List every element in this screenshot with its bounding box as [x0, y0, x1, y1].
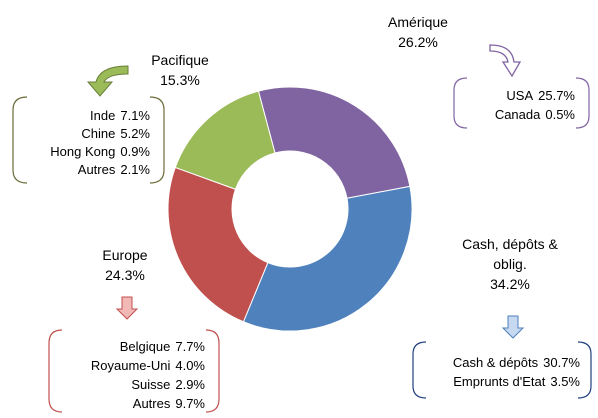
- item-value: 0.9%: [120, 144, 150, 159]
- category-label: Pacifique: [151, 52, 209, 68]
- amerique-arrow: [489, 44, 522, 78]
- cash-arrow: [501, 315, 525, 339]
- item-name: Emprunts d'Etat: [453, 374, 545, 389]
- value-label: 24.3%: [105, 267, 145, 283]
- item-value: 30.7%: [543, 355, 580, 370]
- cash-bracket: [412, 341, 592, 399]
- item-name: Hong Kong: [50, 144, 115, 159]
- value-label: 15.3%: [160, 72, 200, 88]
- segment-label: Cash, dépôts & oblig. 34.2%: [455, 234, 565, 294]
- item-value: 25.7%: [538, 88, 575, 103]
- donut-segment: [167, 166, 269, 323]
- item-name: USA: [506, 88, 533, 103]
- category-label: Europe: [102, 247, 148, 263]
- item-value: 0.5%: [545, 107, 575, 122]
- breakdown-item: Canada 0.5%: [495, 107, 576, 122]
- breakdown-item: Inde 7.1%: [90, 108, 150, 123]
- item-name: Autres: [78, 162, 116, 177]
- item-value: 7.1%: [120, 108, 150, 123]
- item-value: 9.7%: [175, 396, 205, 411]
- value-label: 34.2%: [490, 276, 530, 292]
- item-value: 3.5%: [550, 374, 580, 389]
- category-label: Amérique: [388, 14, 448, 30]
- item-name: Inde: [90, 108, 115, 123]
- item-name: Cash & dépôts: [453, 355, 539, 370]
- item-name: Belgique: [120, 339, 171, 354]
- item-name: Canada: [495, 107, 541, 122]
- breakdown-item: USA 25.7%: [506, 88, 575, 103]
- breakdown-item: Chine 5.2%: [81, 126, 150, 141]
- donut-segment: [257, 86, 411, 199]
- category-label: Cash, dépôts & oblig.: [462, 236, 558, 272]
- brackets: [12, 77, 592, 413]
- europe-bracket: [48, 329, 220, 413]
- donut-segment: [242, 185, 413, 332]
- item-value: 4.0%: [175, 358, 205, 373]
- breakdown-item: Autres 9.7%: [133, 396, 206, 411]
- item-name: Suisse: [131, 377, 170, 392]
- segment-label: Pacifique 15.3%: [115, 50, 245, 90]
- breakdown-item: Hong Kong 0.9%: [50, 144, 150, 159]
- item-value: 2.1%: [120, 162, 150, 177]
- breakdown-item: Emprunts d'Etat 3.5%: [453, 374, 580, 389]
- item-value: 5.2%: [120, 126, 150, 141]
- item-value: 7.7%: [175, 339, 205, 354]
- breakdown-item: Belgique 7.7%: [120, 339, 206, 354]
- breakdown-item: Suisse 2.9%: [131, 377, 205, 392]
- segment-label: Amérique 26.2%: [353, 12, 483, 52]
- item-name: Autres: [133, 396, 171, 411]
- donut-segment: [174, 90, 276, 190]
- item-value: 2.9%: [175, 377, 205, 392]
- value-label: 26.2%: [398, 34, 438, 50]
- item-name: Chine: [81, 126, 115, 141]
- pacifique-bracket: [12, 96, 165, 184]
- breakdown-item: Autres 2.1%: [78, 162, 151, 177]
- breakdown-item: Royaume-Uni 4.0%: [91, 358, 206, 373]
- segment-label: Europe 24.3%: [60, 245, 190, 285]
- breakdown-item: Cash & dépôts 30.7%: [453, 355, 581, 370]
- item-name: Royaume-Uni: [91, 358, 171, 373]
- pacifique-arrow: [86, 65, 129, 97]
- europe-arrow: [115, 296, 139, 320]
- amerique-bracket: [453, 77, 590, 129]
